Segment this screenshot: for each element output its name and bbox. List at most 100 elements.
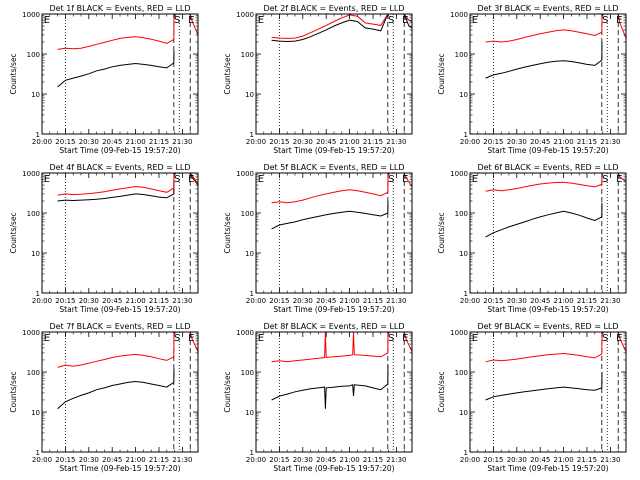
marker-label: E bbox=[188, 15, 194, 26]
marker-label: E bbox=[472, 174, 478, 185]
x-tick-label: 20:45 bbox=[102, 456, 122, 464]
y-tick-label: 1000 bbox=[450, 170, 468, 178]
marker-label: S bbox=[174, 15, 180, 26]
x-tick-label: 21:00 bbox=[340, 138, 360, 146]
plot-title: Det 6f BLACK = Events, RED = LLD bbox=[477, 163, 618, 172]
x-axis-label: Start Time (09-Feb-15 19:57:20) bbox=[59, 464, 180, 473]
marker-label: S bbox=[388, 174, 394, 185]
y-axis-label: Counts/sec bbox=[9, 371, 18, 412]
y-axis-label: Counts/sec bbox=[9, 212, 18, 253]
plot-title: Det 9f BLACK = Events, RED = LLD bbox=[477, 322, 618, 331]
x-axis-label: Start Time (09-Feb-15 19:57:20) bbox=[487, 146, 608, 155]
marker-label: E bbox=[402, 15, 408, 26]
x-tick-label: 21:15 bbox=[149, 456, 169, 464]
plot-title: Det 5f BLACK = Events, RED = LLD bbox=[263, 163, 404, 172]
x-tick-label: 21:15 bbox=[363, 297, 383, 305]
y-tick-label: 10 bbox=[31, 91, 40, 99]
x-tick-label: 21:30 bbox=[600, 138, 620, 146]
y-tick-label: 1000 bbox=[450, 11, 468, 19]
x-tick-label: 21:15 bbox=[363, 456, 383, 464]
plot-title: Det 4f BLACK = Events, RED = LLD bbox=[49, 163, 190, 172]
series-line-lld bbox=[57, 173, 198, 196]
y-axis-label: Counts/sec bbox=[437, 53, 446, 94]
marker-label: E bbox=[402, 333, 408, 344]
plot-title: Det 8f BLACK = Events, RED = LLD bbox=[263, 322, 404, 331]
x-tick-label: 20:30 bbox=[293, 456, 313, 464]
x-tick-label: 20:45 bbox=[530, 456, 550, 464]
y-tick-label: 100 bbox=[27, 210, 40, 218]
marker-label: S bbox=[174, 333, 180, 344]
x-tick-label: 20:00 bbox=[246, 297, 266, 305]
x-tick-label: 20:00 bbox=[32, 456, 52, 464]
plot-title: Det 2f BLACK = Events, RED = LLD bbox=[263, 4, 404, 13]
x-tick-label: 21:30 bbox=[172, 138, 192, 146]
x-tick-label: 20:30 bbox=[79, 297, 99, 305]
y-tick-label: 1 bbox=[250, 290, 254, 298]
y-tick-label: 10 bbox=[245, 91, 254, 99]
series-line-lld bbox=[485, 173, 626, 192]
x-tick-label: 20:30 bbox=[507, 138, 527, 146]
x-tick-label: 21:30 bbox=[386, 297, 406, 305]
x-tick-label: 20:45 bbox=[102, 297, 122, 305]
x-tick-label: 21:00 bbox=[126, 297, 146, 305]
x-tick-label: 20:30 bbox=[507, 297, 527, 305]
y-axis-label: Counts/sec bbox=[223, 53, 232, 94]
x-axis-label: Start Time (09-Feb-15 19:57:20) bbox=[273, 146, 394, 155]
x-axis-label: Start Time (09-Feb-15 19:57:20) bbox=[59, 305, 180, 314]
x-axis-label: Start Time (09-Feb-15 19:57:20) bbox=[273, 464, 394, 473]
x-tick-label: 20:00 bbox=[460, 138, 480, 146]
series-line-lld bbox=[271, 173, 412, 204]
series-line-events bbox=[271, 364, 389, 409]
x-tick-label: 20:00 bbox=[246, 456, 266, 464]
series-line-events bbox=[271, 14, 412, 43]
x-tick-label: 21:15 bbox=[149, 138, 169, 146]
x-tick-label: 20:45 bbox=[530, 138, 550, 146]
x-tick-label: 21:15 bbox=[577, 297, 597, 305]
y-tick-label: 1 bbox=[36, 290, 40, 298]
series-line-lld bbox=[485, 332, 626, 363]
x-tick-label: 21:00 bbox=[126, 138, 146, 146]
series-line-events bbox=[57, 50, 175, 88]
plot-title: Det 7f BLACK = Events, RED = LLD bbox=[49, 322, 190, 331]
marker-label: E bbox=[472, 333, 478, 344]
marker-label: E bbox=[616, 15, 622, 26]
y-tick-label: 1 bbox=[36, 449, 40, 457]
x-tick-label: 20:30 bbox=[79, 456, 99, 464]
marker-label: E bbox=[188, 174, 194, 185]
series-line-events bbox=[485, 41, 603, 79]
x-tick-label: 20:45 bbox=[530, 297, 550, 305]
x-tick-label: 20:15 bbox=[483, 138, 503, 146]
series-line-lld bbox=[271, 14, 412, 39]
y-tick-label: 1 bbox=[36, 131, 40, 139]
marker-label: E bbox=[44, 15, 50, 26]
y-tick-label: 1000 bbox=[450, 329, 468, 337]
marker-label: S bbox=[602, 333, 608, 344]
y-axis-label: Counts/sec bbox=[9, 53, 18, 94]
y-tick-label: 10 bbox=[459, 91, 468, 99]
x-tick-label: 20:15 bbox=[55, 297, 75, 305]
x-tick-label: 21:00 bbox=[554, 138, 574, 146]
x-tick-label: 20:00 bbox=[246, 138, 266, 146]
series-line-lld bbox=[271, 332, 412, 363]
x-tick-label: 20:15 bbox=[269, 297, 289, 305]
x-tick-label: 20:00 bbox=[460, 297, 480, 305]
y-tick-label: 1000 bbox=[236, 11, 254, 19]
x-tick-label: 21:00 bbox=[340, 456, 360, 464]
marker-label: E bbox=[258, 15, 264, 26]
x-tick-label: 21:30 bbox=[386, 456, 406, 464]
marker-label: E bbox=[472, 15, 478, 26]
x-tick-label: 21:15 bbox=[577, 456, 597, 464]
x-tick-label: 20:45 bbox=[316, 138, 336, 146]
y-axis-label: Counts/sec bbox=[437, 212, 446, 253]
series-line-events bbox=[271, 200, 389, 230]
x-tick-label: 20:00 bbox=[32, 297, 52, 305]
series-line-events bbox=[485, 202, 603, 238]
x-tick-label: 21:30 bbox=[386, 138, 406, 146]
